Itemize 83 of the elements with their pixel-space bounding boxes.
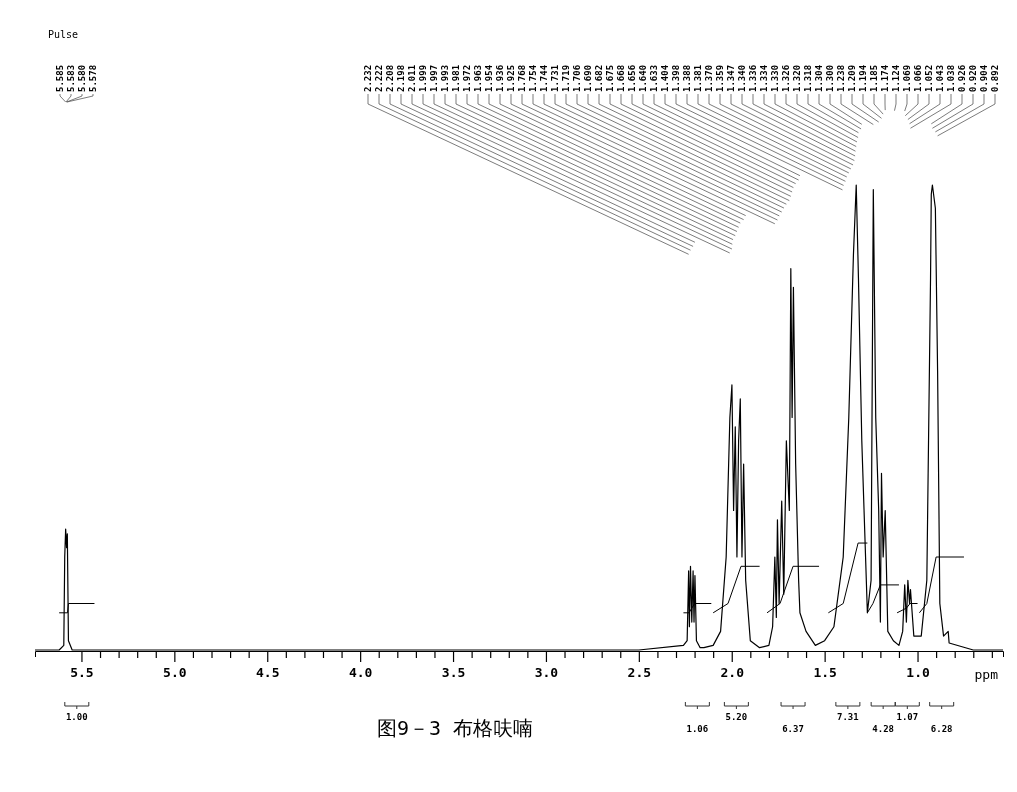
text: 7.31 bbox=[837, 712, 859, 722]
annotation: 1.768 bbox=[517, 64, 527, 92]
annotation: 1.066 bbox=[913, 64, 923, 92]
annotation: 1.069 bbox=[902, 64, 912, 92]
annotation: 1.359 bbox=[715, 64, 725, 92]
text: 1.00 bbox=[65, 712, 88, 722]
annotation: 2.198 bbox=[396, 64, 406, 92]
annotation: 1.633 bbox=[649, 64, 659, 92]
annotation: 1.370 bbox=[704, 64, 714, 92]
annotation: 1.320 bbox=[792, 64, 802, 92]
annotation: 1.209 bbox=[847, 64, 857, 92]
annotation: 1.052 bbox=[924, 64, 934, 92]
text: 4.28 bbox=[872, 724, 895, 734]
annotation: 1.690 bbox=[583, 64, 593, 92]
x-tick-label: 1.5 bbox=[813, 664, 837, 680]
annotation: 1.731 bbox=[550, 64, 560, 92]
x-tick-label: 1.0 bbox=[906, 664, 930, 680]
annotation: 1.954 bbox=[484, 64, 494, 92]
annotation: 1.318 bbox=[803, 64, 813, 92]
annotation: 1.981 bbox=[451, 64, 461, 92]
annotation: 1.963 bbox=[473, 64, 483, 92]
annotation: 5.578 bbox=[88, 64, 98, 92]
annotation: 0.920 bbox=[968, 64, 978, 92]
x-tick-label: 5.5 bbox=[70, 664, 94, 680]
annotation: 1.656 bbox=[627, 64, 637, 92]
annotation: 1.999 bbox=[418, 64, 428, 92]
annotation: 1.993 bbox=[440, 64, 450, 92]
x-tick-label: 2.5 bbox=[627, 664, 652, 680]
annotation: 0.904 bbox=[979, 64, 989, 92]
annotation: 1.185 bbox=[869, 64, 879, 92]
text: 5.20 bbox=[725, 712, 748, 722]
annotation: 1.174 bbox=[880, 64, 890, 92]
annotation: 1.388 bbox=[682, 64, 692, 92]
annotation: 5.585 bbox=[55, 64, 65, 92]
annotation: 1.972 bbox=[462, 64, 472, 92]
annotation: 1.682 bbox=[594, 64, 604, 92]
text: 1.07 bbox=[896, 712, 919, 722]
annotation: 1.194 bbox=[858, 64, 868, 92]
caption: 图9－3 布格呋喃 bbox=[376, 716, 534, 740]
x-tick-label: 3.5 bbox=[441, 664, 466, 680]
annotation: 1.744 bbox=[539, 64, 549, 92]
annotation: 1.300 bbox=[825, 64, 835, 92]
annotation: 1.640 bbox=[638, 64, 648, 92]
annotation: 1.038 bbox=[946, 64, 956, 92]
annotation: 1.936 bbox=[495, 64, 505, 92]
annotation: 1.719 bbox=[561, 64, 571, 92]
x-tick-label: 4.5 bbox=[256, 664, 280, 680]
annotation: 2.011 bbox=[407, 64, 417, 92]
x-tick-label: 5.0 bbox=[163, 664, 187, 680]
annotation: 1.304 bbox=[814, 64, 824, 92]
annotation: 1.326 bbox=[781, 64, 791, 92]
annotation: 1.381 bbox=[693, 64, 703, 92]
x-tick-label: 2.0 bbox=[720, 664, 745, 680]
annotation: 1.404 bbox=[660, 64, 670, 92]
annotation: 1.997 bbox=[429, 64, 439, 92]
text: 1.06 bbox=[686, 724, 709, 734]
text: 6.37 bbox=[782, 724, 804, 734]
annotation: 1.675 bbox=[605, 64, 615, 92]
annotation: 1.043 bbox=[935, 64, 945, 92]
annotation: 1.124 bbox=[891, 64, 901, 92]
annotation: 5.583 bbox=[66, 64, 76, 92]
annotation: 1.340 bbox=[737, 64, 747, 92]
annotation: 1.238 bbox=[836, 64, 846, 92]
annotation: 2.232 bbox=[363, 64, 373, 92]
annotation: 1.347 bbox=[726, 64, 736, 92]
x-tick-label: 3.0 bbox=[534, 664, 559, 680]
text: Pulse bbox=[48, 29, 79, 40]
annotation: 1.334 bbox=[759, 64, 769, 92]
annotation: 5.580 bbox=[77, 64, 87, 92]
annotation: 2.208 bbox=[385, 64, 395, 92]
annotation: 1.754 bbox=[528, 64, 538, 92]
annotation: 0.892 bbox=[990, 64, 1000, 92]
annotation: 1.336 bbox=[748, 64, 758, 92]
annotation: 1.925 bbox=[506, 64, 516, 92]
x-axis-title: ppm bbox=[974, 667, 999, 682]
annotation: 1.330 bbox=[770, 64, 780, 92]
annotation: 1.706 bbox=[572, 64, 582, 92]
annotation: 2.222 bbox=[374, 64, 384, 92]
x-tick-label: 4.0 bbox=[348, 664, 373, 680]
text: 6.28 bbox=[930, 724, 953, 734]
annotation: 0.926 bbox=[957, 64, 967, 92]
annotation: 1.398 bbox=[671, 64, 681, 92]
annotation: 1.668 bbox=[616, 64, 626, 92]
